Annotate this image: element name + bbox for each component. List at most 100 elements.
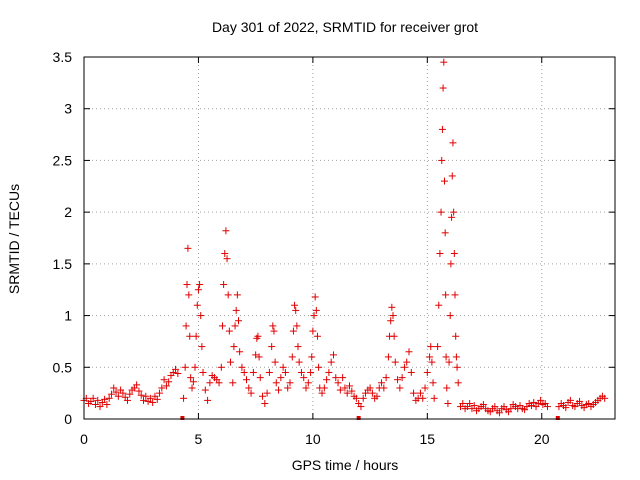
data-point: [440, 177, 448, 185]
plot-frame: [83, 56, 616, 420]
data-point: [271, 358, 279, 366]
data-point: [156, 389, 164, 397]
data-point: [153, 395, 161, 403]
data-point: [255, 353, 263, 361]
data-point: [160, 376, 168, 384]
data-point: [189, 378, 197, 386]
data-point: [352, 394, 360, 402]
data-point: [292, 306, 300, 314]
data-point: [452, 332, 460, 340]
y-tick-label: 0: [64, 411, 72, 427]
data-point: [119, 389, 127, 397]
data-point: [391, 358, 399, 366]
data-point: [91, 401, 99, 409]
data-point: [452, 353, 460, 361]
data-point: [438, 125, 446, 133]
data-point: [315, 363, 323, 371]
baseline-marker: [180, 416, 185, 420]
data-point: [217, 363, 225, 371]
data-point: [439, 84, 447, 92]
baseline-marker: [555, 416, 560, 420]
data-point: [428, 358, 436, 366]
data-point: [336, 386, 344, 394]
grid-lines: [84, 57, 615, 419]
data-point: [140, 396, 148, 404]
data-point: [313, 332, 321, 340]
data-point: [445, 358, 453, 366]
data-point: [229, 379, 237, 387]
data-point: [89, 394, 97, 402]
data-point: [304, 379, 312, 387]
data-point: [142, 392, 150, 400]
data-point: [450, 208, 458, 216]
data-point: [380, 384, 388, 392]
data-point: [174, 369, 182, 377]
data-point: [245, 384, 253, 392]
data-point: [310, 312, 318, 320]
data-point: [434, 343, 442, 351]
data-point: [325, 368, 333, 376]
data-point: [373, 392, 381, 400]
data-point: [389, 312, 397, 320]
data-point: [107, 390, 115, 398]
data-point: [187, 374, 195, 382]
data-point: [423, 368, 431, 376]
data-point: [238, 363, 246, 371]
data-point: [312, 306, 320, 314]
y-tick-label: 1: [64, 308, 72, 324]
data-point: [204, 396, 212, 404]
data-point: [453, 363, 461, 371]
data-point: [447, 260, 455, 268]
data-point: [199, 368, 207, 376]
data-point: [198, 343, 206, 351]
data-point: [105, 394, 113, 402]
data-point: [454, 379, 462, 387]
data-point: [403, 358, 411, 366]
data-point: [450, 250, 458, 258]
data-point: [323, 376, 331, 384]
data-point: [188, 384, 196, 392]
y-tick-label: 0.5: [53, 359, 73, 375]
data-point: [388, 303, 396, 311]
data-point: [225, 327, 233, 335]
data-point: [233, 291, 241, 299]
data-point: [201, 386, 209, 394]
data-point: [240, 368, 248, 376]
data-point: [359, 394, 367, 402]
data-point: [332, 374, 340, 382]
data-point: [158, 384, 166, 392]
data-point: [537, 396, 545, 404]
data-point: [576, 397, 584, 405]
data-point: [232, 306, 240, 314]
data-point: [265, 368, 273, 376]
data-point: [224, 291, 232, 299]
data-point: [357, 403, 365, 411]
y-axis-ticks: 0 0.5 1 1.5 2 2.5 3 3.5: [53, 49, 615, 427]
data-point: [288, 353, 296, 361]
data-point: [103, 401, 111, 409]
data-point: [94, 396, 102, 404]
data-point: [320, 384, 328, 392]
data-point: [430, 394, 438, 402]
data-point: [101, 395, 109, 403]
data-point: [348, 387, 356, 395]
data-point: [448, 172, 456, 180]
y-axis-label: SRMTID / TECUs: [6, 184, 22, 294]
data-point: [601, 394, 609, 402]
data-point: [249, 368, 257, 376]
data-point: [270, 327, 278, 335]
data-point: [220, 281, 228, 289]
data-point: [421, 384, 429, 392]
data-point: [318, 389, 326, 397]
y-tick-label: 2.5: [53, 152, 73, 168]
data-point: [277, 374, 285, 382]
x-tick-label: 20: [534, 431, 550, 447]
data-point: [387, 317, 395, 325]
data-point: [272, 379, 280, 387]
baseline-marker: [356, 416, 361, 420]
data-point: [146, 394, 154, 402]
data-point: [247, 389, 255, 397]
data-point: [410, 389, 418, 397]
data-point: [135, 387, 143, 395]
data-point: [378, 379, 386, 387]
